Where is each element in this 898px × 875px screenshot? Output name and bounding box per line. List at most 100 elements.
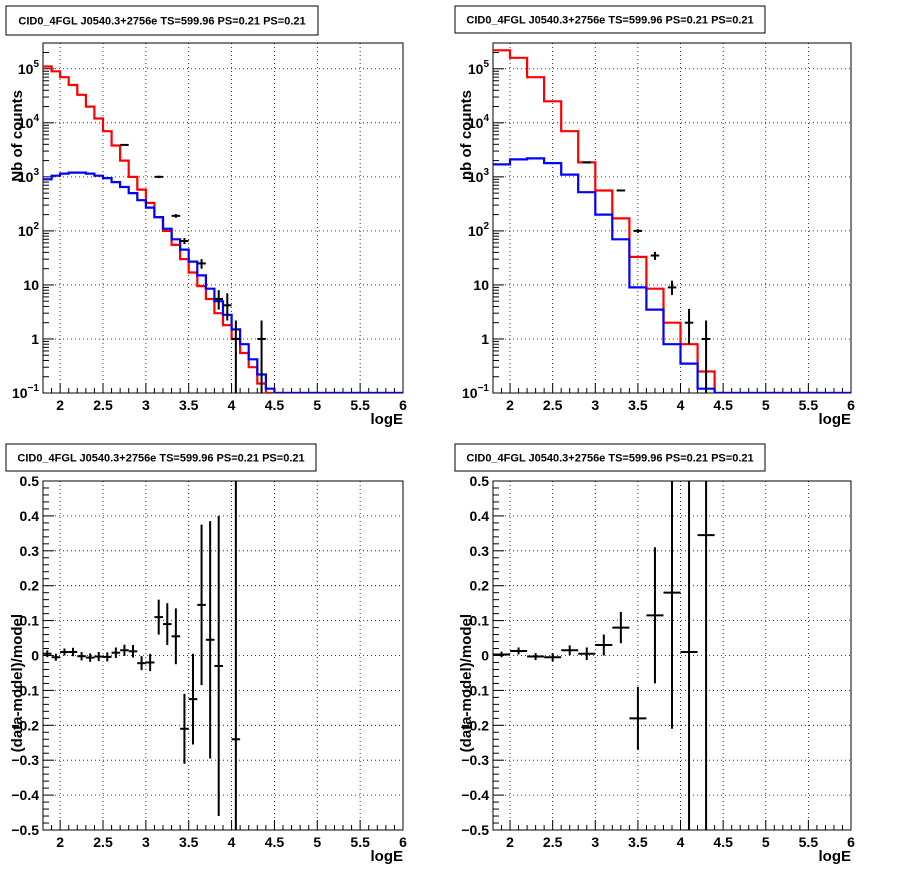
x-tick-label: 3 [142, 834, 150, 850]
y-tick-base: 10 [468, 115, 484, 131]
y-tick-base: 10 [462, 385, 478, 401]
y-tick-base: 10 [18, 115, 34, 131]
title-box [5, 5, 319, 36]
x-tick-label: 5.5 [799, 834, 819, 850]
y-tick-base: 10 [18, 169, 34, 185]
data-point [145, 653, 155, 672]
data-points [493, 481, 715, 830]
y-tick-label: 10 [23, 277, 39, 293]
data-point [77, 652, 86, 661]
x-tick-label: 2.5 [543, 834, 563, 850]
y-tick-label: −0.1 [11, 682, 39, 698]
y-tick-exponent: 4 [33, 113, 39, 124]
y-tick-label: −0.3 [11, 752, 39, 768]
series-component-model [43, 171, 403, 393]
data-point [197, 524, 206, 686]
y-tick-label: −0.4 [461, 787, 489, 803]
x-tick-label: 5 [762, 397, 770, 413]
y-tick-label: 104 [468, 113, 490, 131]
data-point [663, 481, 681, 729]
y-tick-label: 103 [18, 167, 40, 185]
x-tick-label: 3 [591, 397, 599, 413]
x-axis-title: logE [819, 411, 852, 428]
title-box [5, 443, 317, 472]
y-tick-label: 0.2 [20, 578, 40, 594]
y-tick-label: 10 [473, 277, 489, 293]
x-tick-label: 5.5 [799, 397, 819, 413]
x-tick-label: 6 [399, 834, 407, 850]
y-tick-base: 10 [23, 277, 39, 293]
x-tick-label: 5.5 [350, 834, 370, 850]
y-tick-exponent: 3 [33, 167, 39, 178]
data-point [197, 259, 206, 269]
data-point [103, 652, 112, 662]
chart-title: CID0_4FGL J0540.3+2756e TS=599.96 PS=0.2… [466, 15, 753, 27]
plot-frame [42, 42, 404, 394]
y-tick-base: 1 [31, 331, 39, 347]
data-points [582, 161, 711, 393]
x-tick-label: 6 [847, 834, 855, 850]
data-point [231, 481, 241, 830]
y-tick-base: 10 [12, 385, 28, 401]
data-point [43, 650, 52, 658]
data-points [120, 143, 266, 393]
data-point [180, 693, 189, 764]
x-tick-label: 6 [847, 397, 855, 413]
y-tick-label: 104 [18, 113, 40, 131]
data-point [510, 647, 528, 655]
y-tick-base: 10 [18, 61, 34, 77]
y-tick-exponent: 2 [483, 221, 489, 232]
x-tick-label: 6 [399, 397, 407, 413]
y-tick-label: −0.3 [461, 752, 489, 768]
y-axis-title: Nb of counts [9, 90, 26, 182]
y-tick-exponent: 3 [483, 167, 489, 178]
data-point [51, 653, 61, 661]
x-tick-label: 2 [56, 397, 64, 413]
y-tick-exponent: 5 [483, 59, 489, 70]
y-tick-label: −0.5 [461, 822, 489, 838]
x-tick-label: 5 [762, 834, 770, 850]
x-tick-label: 2.5 [93, 397, 113, 413]
data-point [544, 653, 562, 662]
x-tick-label: 2 [506, 397, 514, 413]
x-tick-label: 2.5 [93, 834, 113, 850]
chart-panel-2: 2 2.5 3 3.5 4 4.5 5 5.5 6logE10−1110102103104105… [454, 5, 855, 428]
data-point [214, 290, 223, 310]
data-point [111, 647, 121, 658]
data-point [223, 293, 232, 321]
data-point [493, 651, 511, 658]
y-tick-exponent: 2 [33, 221, 39, 232]
y-tick-label: 0.4 [470, 508, 490, 524]
chart-panel-4: 2 2.5 3 3.5 4 4.5 5 5.5 6logE−0.5−0.4−0.3−0.2−0.… [454, 443, 855, 865]
x-tick-label: 3 [591, 834, 599, 850]
data-point [527, 653, 545, 661]
y-axis-title: (data-model)/model [458, 614, 475, 752]
y-tick-label: −0.5 [11, 822, 39, 838]
data-point [188, 653, 198, 745]
y-tick-base: 1 [481, 331, 489, 347]
y-tick-label: −0.1 [461, 682, 489, 698]
data-point [180, 237, 189, 245]
y-tick-base: 10 [18, 223, 34, 239]
x-tick-label: 4 [677, 397, 685, 413]
x-tick-label: 5 [313, 834, 321, 850]
x-axis-title: logE [371, 411, 404, 428]
data-point [154, 175, 163, 179]
data-point [85, 653, 95, 662]
x-tick-label: 4 [228, 397, 236, 413]
x-tick-label: 4.5 [265, 397, 285, 413]
y-tick-label: 0.3 [470, 543, 490, 559]
x-tick-label: 2 [56, 834, 64, 850]
y-tick-label: 0.4 [20, 508, 40, 524]
y-tick-exponent: 5 [33, 59, 39, 70]
y-tick-label: 0.2 [470, 578, 490, 594]
y-axis: −0.5 −0.4 −0.3 −0.2 −0.1 0 0.1 0.2 0.3 0.4 0.5 (dat… [458, 473, 504, 838]
y-tick-base: 10 [468, 61, 484, 77]
data-point [582, 161, 592, 164]
x-tick-label: 3.5 [179, 834, 199, 850]
data-point [684, 308, 694, 345]
data-point [667, 280, 677, 296]
x-tick-label: 3.5 [179, 397, 199, 413]
